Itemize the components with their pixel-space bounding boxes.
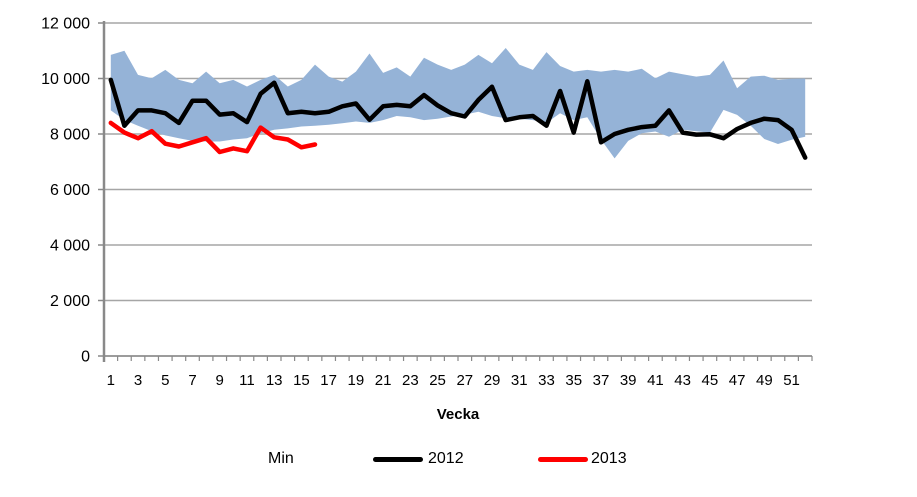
x-tick-label: 31 [511,372,528,389]
x-tick-label: 47 [729,372,746,389]
x-tick-label: 19 [348,372,365,389]
series-2013-line [108,120,318,155]
x-tick-label: 37 [593,372,610,389]
x-tick-label: 9 [216,372,224,389]
x-tick-label: 39 [620,372,637,389]
x-tick-label: 5 [161,372,169,389]
x-tick-label: 13 [266,372,283,389]
x-tick-label: 43 [674,372,691,389]
legend-swatch-2013 [538,457,588,462]
x-tick-label: 29 [484,372,501,389]
x-tick-label: 21 [375,372,392,389]
legend-item-2013: 2013 [591,450,627,467]
legend-item-2012: 2012 [428,450,464,467]
x-tick-label: 41 [647,372,664,389]
x-tick-label: 45 [702,372,719,389]
legend-swatch-2012 [373,457,423,462]
y-tick-label: 8 000 [50,127,90,144]
y-tick-label: 10 000 [41,71,90,88]
y-tick-label: 4 000 [50,238,90,255]
x-tick-label: 51 [783,372,800,389]
x-tick-label: 27 [456,372,473,389]
y-tick-label: 6 000 [50,182,90,199]
series-2012-line [108,77,808,160]
x-tick-label: 17 [320,372,337,389]
y-tick-label: 0 [81,349,90,366]
x-axis-title: Vecka [436,406,480,423]
x-tick-label: 23 [402,372,419,389]
x-tick-label: 7 [188,372,196,389]
x-tick-label: 35 [565,372,582,389]
x-tick-label: 11 [239,372,255,389]
y-tick-label: 12 000 [41,16,90,33]
y-tick-label: 2 000 [50,293,90,310]
x-tick-label: 33 [538,372,555,389]
x-tick-label: 15 [293,372,310,389]
legend-item-min: Min [268,450,294,467]
x-tick-label: 3 [134,372,142,389]
x-tick-label: 25 [429,372,446,389]
x-tick-label: 1 [107,372,115,389]
x-tick-label: 49 [756,372,773,389]
series-min-max-band [110,48,806,159]
